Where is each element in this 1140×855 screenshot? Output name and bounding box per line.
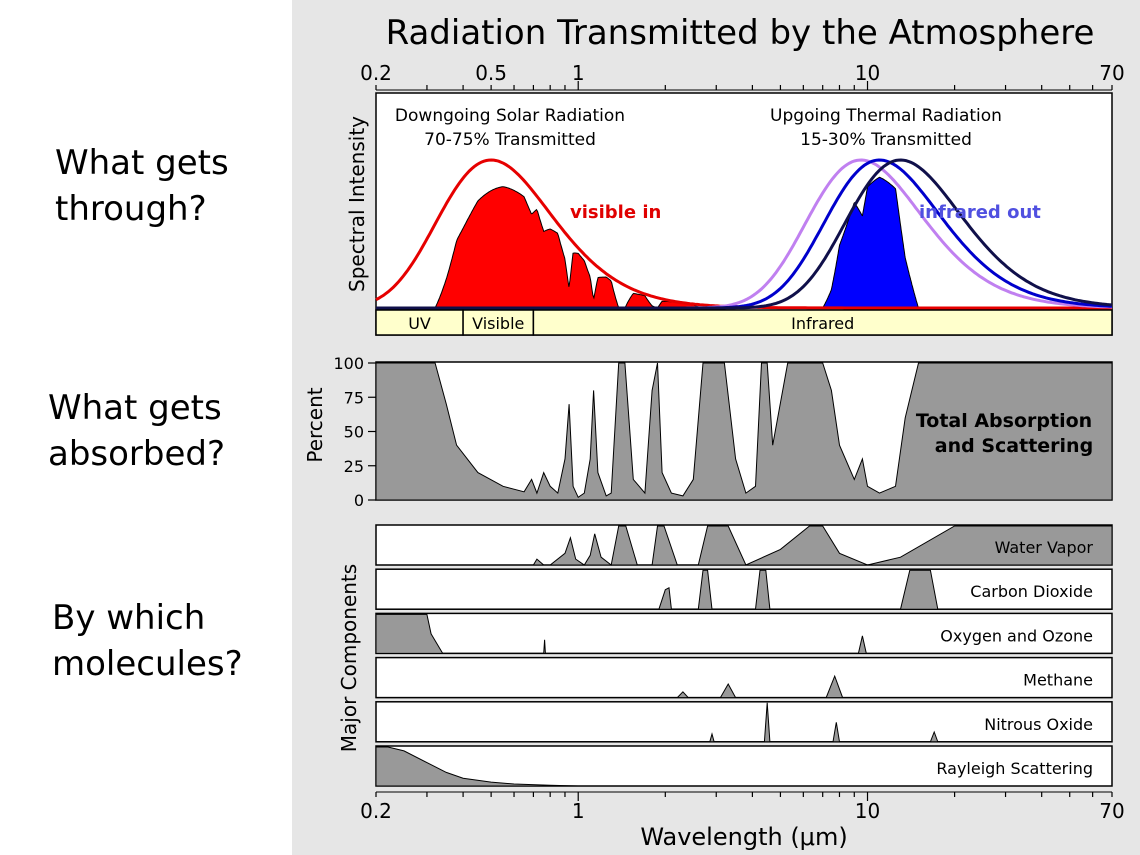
component-box-carbon-dioxide — [375, 568, 1113, 610]
thermal-transmitted-area — [821, 176, 920, 309]
component-box-rayleigh-scattering — [375, 745, 1113, 787]
total-absorption-line1: Total Absorption — [916, 410, 1092, 432]
percent-ylabel-visible: Percent — [303, 387, 327, 462]
band-infrared — [532, 309, 1113, 336]
top-axis-tick-label: 1 — [572, 61, 585, 85]
atmosphere-chart: Radiation Transmitted by the Atmosphere … — [303, 13, 1125, 851]
component-label-methane: Methane — [1023, 671, 1093, 690]
band-uv — [375, 309, 464, 336]
component-area-methane — [376, 674, 1112, 699]
wavelength-bands: UV Visible Infrared — [375, 309, 1113, 336]
component-label-carbon-dioxide: Carbon Dioxide — [970, 582, 1093, 601]
percent-tick-label: 50 — [344, 423, 364, 442]
component-area-water-vapor — [376, 525, 1113, 566]
component-area-oxygen-and-ozone — [375, 613, 1112, 654]
band-label-visible: Visible — [472, 314, 524, 333]
component-label-oxygen-and-ozone: Oxygen and Ozone — [940, 626, 1093, 645]
component-area-carbon-dioxide — [376, 569, 1112, 610]
component-box-methane — [375, 656, 1113, 699]
question-through: What gets through? — [55, 143, 229, 229]
thermal-annotation-line2: 15-30% Transmitted — [800, 130, 972, 150]
percent-tick-label: 100 — [333, 354, 364, 373]
blackbody-curve-4 — [376, 158, 1113, 310]
percent-tick-label: 0 — [354, 491, 364, 510]
component-box-nitrous-oxide — [375, 701, 1113, 743]
component-label-nitrous-oxide: Nitrous Oxide — [984, 715, 1093, 734]
percent-tick-label: 75 — [344, 388, 364, 407]
components-panel: Water Vapor Carbon Dioxide Oxygen and Ozon… — [337, 524, 1113, 787]
thermal-annotation-line1: Upgoing Thermal Radiation — [770, 106, 1002, 126]
top-axis-tick-label: 0.5 — [475, 61, 507, 85]
top-axis-tick-label: 70 — [1099, 61, 1124, 85]
component-label-rayleigh-scattering: Rayleigh Scattering — [936, 759, 1093, 778]
bottom-axis-tick-label: 0.2 — [360, 799, 392, 823]
bottom-axis-tick-label: 70 — [1099, 799, 1124, 823]
question-molecules: By which molecules? — [52, 598, 243, 684]
question-absorbed: What gets absorbed? — [48, 388, 226, 474]
top-axis-tick-label: 0.2 — [360, 61, 392, 85]
spectral-ylabel: Spectral Intensity — [345, 116, 369, 292]
component-label-water-vapor: Water Vapor — [995, 538, 1094, 557]
bottom-axis-tick-label: 10 — [855, 799, 880, 823]
spectral-panel: UV Visible Infrared Spectral Intensity Dow… — [345, 92, 1113, 336]
solar-annotation-line2: 70-75% Transmitted — [424, 130, 596, 150]
component-area-rayleigh-scattering — [375, 746, 1112, 787]
solar-annotation-line1: Downgoing Solar Radiation — [395, 106, 625, 126]
bottom-axis: 0.2 1 10 70 — [360, 791, 1125, 823]
band-label-uv: UV — [408, 314, 431, 333]
band-label-infrared: Infrared — [791, 314, 854, 333]
total-absorption-line2: and Scattering — [935, 435, 1093, 457]
total-absorption-area — [375, 362, 1113, 501]
components-ylabel: Major Components — [337, 564, 361, 752]
band-visible — [462, 309, 535, 336]
percent-tick-label: 25 — [344, 457, 364, 476]
x-axis-label: Wavelength (μm) — [640, 823, 847, 851]
bottom-axis-tick-label: 1 — [572, 799, 585, 823]
visible-in-label: visible in — [570, 202, 661, 223]
component-box-oxygen-and-ozone — [375, 612, 1113, 655]
percent-axis: 0 25 50 75 100 — [333, 354, 376, 510]
top-axis-tick-label: 10 — [855, 61, 880, 85]
top-axis: 0.2 0.5 1 10 70 — [360, 61, 1125, 91]
component-area-nitrous-oxide — [376, 702, 1112, 743]
chart-title: Radiation Transmitted by the Atmosphere — [386, 13, 1095, 53]
infrared-out-label: infrared out — [919, 202, 1041, 223]
